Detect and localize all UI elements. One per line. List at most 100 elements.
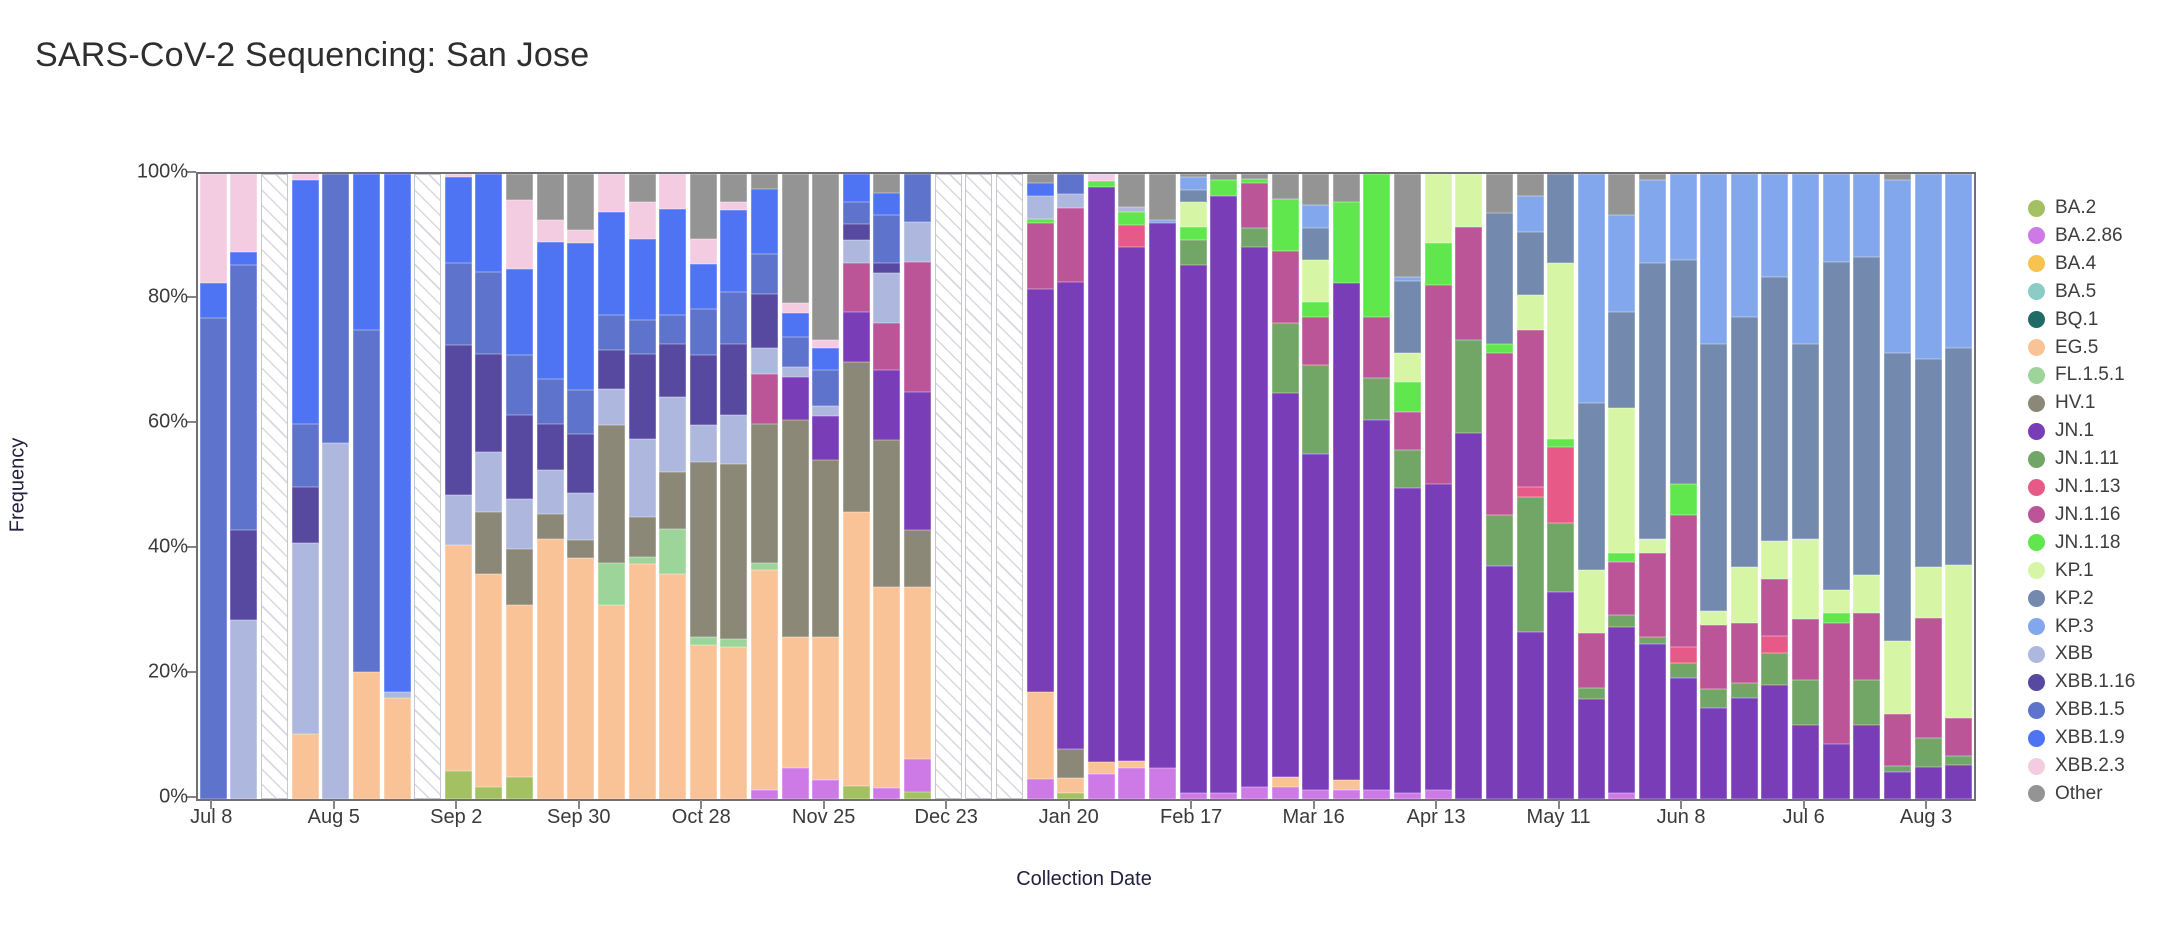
stacked-bar-Jul-27[interactable] [1883, 174, 1911, 799]
segment-XBB.2.3[interactable] [291, 174, 319, 181]
segment-XBB[interactable] [567, 493, 595, 541]
segment-KP.2[interactable] [1516, 231, 1544, 296]
segment-BA.2.86[interactable] [1608, 792, 1636, 799]
segment-KP.1[interactable] [1424, 174, 1452, 243]
stacked-bar-Sep-23[interactable] [536, 174, 564, 799]
segment-BA.2.86[interactable] [1026, 779, 1054, 799]
segment-BA.2.86[interactable] [1302, 789, 1330, 799]
segment-JN.1.18[interactable] [1822, 612, 1850, 624]
segment-XBB.1.16[interactable] [628, 354, 656, 439]
segment-XBB.1.5[interactable] [628, 320, 656, 354]
segment-KP.2[interactable] [1730, 316, 1758, 567]
segment-XBB.2.3[interactable] [444, 174, 472, 178]
segment-JN.1.11[interactable] [1730, 682, 1758, 698]
segment-JN.1[interactable] [1210, 195, 1238, 793]
stacked-bar-Sep-16[interactable] [506, 174, 534, 799]
segment-JN.1[interactable] [1118, 246, 1146, 761]
legend-item-JN.1.18[interactable]: JN.1.18 [2028, 531, 2120, 555]
segment-EG.5[interactable] [781, 637, 809, 768]
segment-JN.1[interactable] [1485, 565, 1513, 799]
segment-HV.1[interactable] [597, 425, 625, 563]
segment-JN.1.16[interactable] [1302, 316, 1330, 366]
legend-item-XBB.1.5[interactable]: XBB.1.5 [2028, 698, 2125, 722]
segment-JN.1.11[interactable] [1853, 680, 1881, 726]
segment-HV.1[interactable] [689, 462, 717, 638]
stacked-bar-Jul-8[interactable] [199, 174, 227, 799]
segment-XBB.1.9[interactable] [475, 174, 503, 273]
segment-XBB.1.16[interactable] [750, 294, 778, 348]
segment-JN.1[interactable] [1026, 289, 1054, 693]
segment-XBB.1.16[interactable] [475, 354, 503, 453]
segment-XBB.1.5[interactable] [750, 254, 778, 294]
segment-KP.3[interactable] [1179, 177, 1207, 190]
segment-JN.1.16[interactable] [1700, 625, 1728, 689]
segment-Other[interactable] [1271, 174, 1299, 199]
segment-BA.2.86[interactable] [1149, 767, 1177, 799]
legend-item-EG.5[interactable]: EG.5 [2028, 336, 2098, 360]
segment-XBB.1.9[interactable] [689, 264, 717, 309]
segment-JN.1[interactable] [1638, 644, 1666, 799]
stacked-bar-Jan-27[interactable] [1087, 174, 1115, 799]
segment-KP.3[interactable] [1822, 174, 1850, 262]
legend-item-JN.1.13[interactable]: JN.1.13 [2028, 475, 2120, 499]
segment-Other[interactable] [720, 174, 748, 203]
segment-KP.3[interactable] [1394, 276, 1422, 281]
segment-XBB.1.9[interactable] [812, 347, 840, 370]
segment-KP.1[interactable] [1883, 640, 1911, 714]
segment-JN.1[interactable] [1822, 744, 1850, 799]
stacked-bar-May-11[interactable] [1547, 174, 1575, 799]
segment-KP.1[interactable] [1638, 539, 1666, 554]
segment-XBB.2.3[interactable] [659, 174, 687, 209]
segment-BA.2[interactable] [506, 777, 534, 799]
segment-KP.3[interactable] [1302, 204, 1330, 228]
segment-KP.3[interactable] [1761, 174, 1789, 277]
segment-KP.3[interactable] [1730, 174, 1758, 317]
segment-FL.1.5.1[interactable] [628, 557, 656, 564]
segment-XBB.1.5[interactable] [291, 424, 319, 487]
segment-XBB[interactable] [842, 239, 870, 264]
segment-JN.1.16[interactable] [1792, 619, 1820, 681]
segment-Other[interactable] [536, 174, 564, 221]
segment-JN.1.16[interactable] [1945, 717, 1973, 756]
segment-HV.1[interactable] [506, 549, 534, 606]
segment-JN.1.11[interactable] [1455, 339, 1483, 433]
segment-KP.2[interactable] [1822, 261, 1850, 590]
legend-item-JN.1[interactable]: JN.1 [2028, 419, 2094, 443]
segment-EG.5[interactable] [1271, 777, 1299, 787]
segment-XBB[interactable] [689, 425, 717, 463]
segment-XBB[interactable] [383, 691, 411, 698]
segment-JN.1[interactable] [1271, 392, 1299, 778]
segment-JN.1[interactable] [1547, 591, 1575, 799]
segment-BA.2.86[interactable] [1394, 792, 1422, 799]
segment-XBB[interactable] [1118, 206, 1146, 213]
segment-JN.1.16[interactable] [1822, 623, 1850, 744]
segment-KP.3[interactable] [1700, 174, 1728, 344]
segment-HV.1[interactable] [904, 530, 932, 587]
segment-JN.1.11[interactable] [1914, 737, 1942, 767]
segment-BA.2.86[interactable] [1424, 789, 1452, 799]
segment-JN.1.11[interactable] [1608, 615, 1636, 628]
segment-XBB[interactable] [628, 439, 656, 518]
segment-EG.5[interactable] [1087, 761, 1115, 774]
segment-BA.2.86[interactable] [873, 788, 901, 799]
segment-HV.1[interactable] [873, 439, 901, 588]
segment-EG.5[interactable] [444, 545, 472, 771]
segment-KP.2[interactable] [1577, 403, 1605, 571]
legend-item-KP.1[interactable]: KP.1 [2028, 559, 2094, 583]
segment-JN.1.11[interactable] [1700, 689, 1728, 708]
segment-XBB.1.16[interactable] [506, 415, 534, 499]
segment-XBB.1.5[interactable] [536, 379, 564, 424]
segment-BA.2.86[interactable] [1087, 774, 1115, 799]
stacked-bar-Aug-5[interactable] [322, 174, 350, 799]
legend-item-JN.1.16[interactable]: JN.1.16 [2028, 503, 2120, 527]
segment-EG.5[interactable] [904, 586, 932, 759]
stacked-bar-Feb-10[interactable] [1149, 174, 1177, 799]
legend-item-Other[interactable]: Other [2028, 782, 2103, 806]
segment-JN.1.16[interactable] [1057, 208, 1085, 282]
segment-EG.5[interactable] [689, 645, 717, 799]
segment-XBB.1.5[interactable] [475, 272, 503, 354]
segment-JN.1.13[interactable] [1516, 486, 1544, 498]
segment-FL.1.5.1[interactable] [597, 562, 625, 605]
segment-KP.3[interactable] [1853, 174, 1881, 258]
stacked-bar-Oct-28[interactable] [689, 174, 717, 799]
